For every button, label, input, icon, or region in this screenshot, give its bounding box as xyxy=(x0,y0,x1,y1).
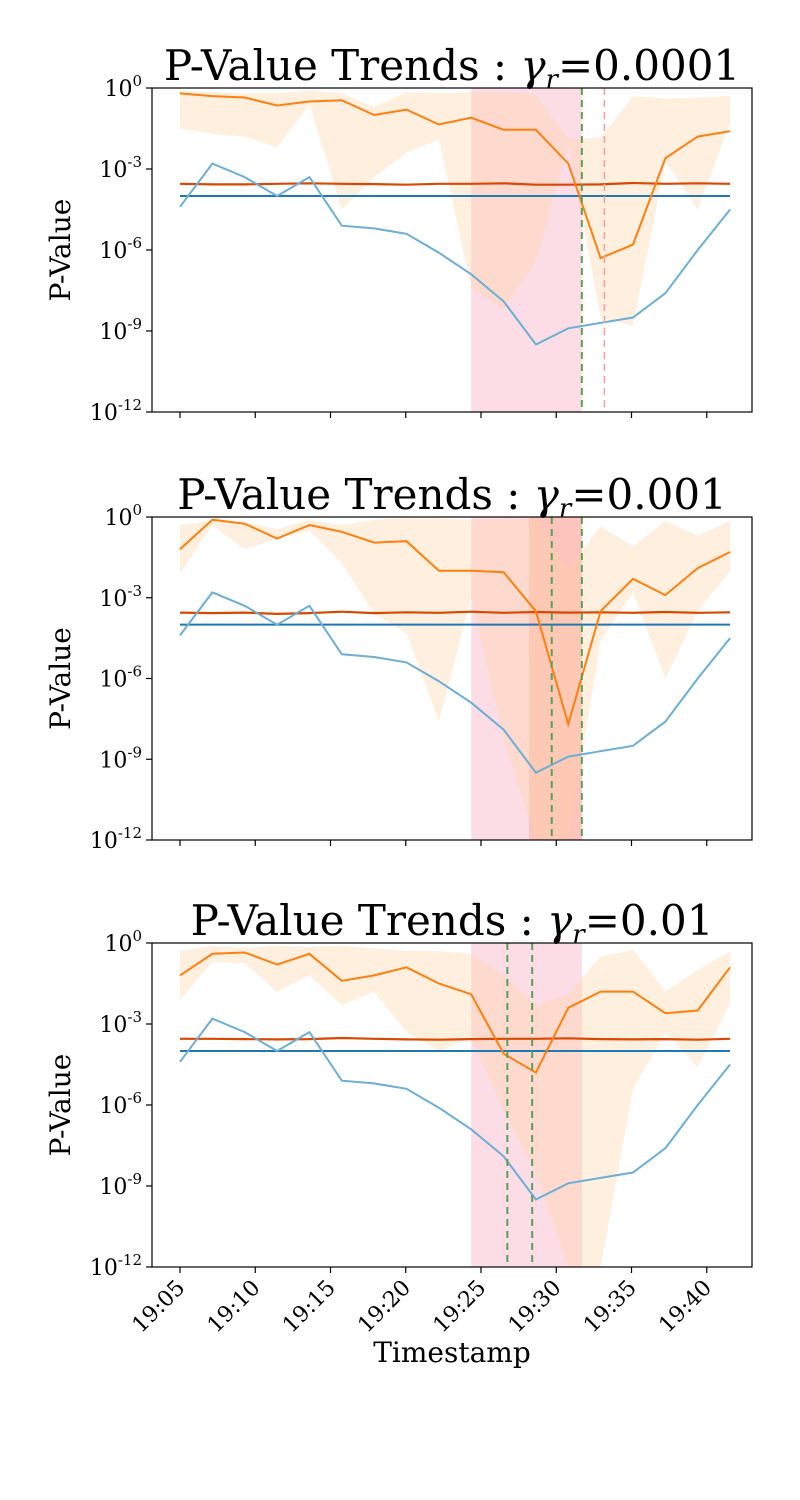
y-tick-label: 10-6 xyxy=(99,234,142,264)
panel-title: P-Value Trends : γr=0.0001 xyxy=(164,41,740,95)
x-tick-label: 19:30 xyxy=(504,1276,567,1339)
series-reference xyxy=(179,610,731,616)
series-reference xyxy=(179,181,731,186)
x-tick-label: 19:15 xyxy=(278,1276,341,1339)
y-axis-label: P-Value xyxy=(44,199,77,302)
confidence-band xyxy=(180,90,731,326)
x-tick-label: 19:40 xyxy=(654,1276,717,1339)
y-tick-label: 100 xyxy=(104,72,142,102)
panel-title: P-Value Trends : γr=0.001 xyxy=(177,470,727,524)
highlight-region xyxy=(471,943,582,1267)
series-orange xyxy=(179,951,731,1075)
x-tick-label: 19:25 xyxy=(429,1276,492,1339)
y-axis-label: P-Value xyxy=(44,627,77,730)
series-light-blue xyxy=(179,162,731,346)
y-tick-label: 10-12 xyxy=(90,1251,142,1281)
series-orange xyxy=(179,518,731,728)
panel-2: 100 10-3 10-6 10-9 10-12 P-Value P-Value Trend… xyxy=(44,470,753,854)
series-light-blue xyxy=(179,1017,731,1201)
series-orange xyxy=(179,92,731,260)
confidence-band xyxy=(180,945,731,1267)
x-tick-label: 19:35 xyxy=(579,1276,642,1339)
x-tick-label: 19:10 xyxy=(203,1276,266,1339)
y-tick-label: 10-12 xyxy=(90,396,142,426)
x-tick-label: 19:05 xyxy=(128,1276,191,1339)
x-axis-label: Timestamp xyxy=(373,1336,531,1369)
y-tick-label: 10-9 xyxy=(99,743,142,773)
y-tick-label: 10-9 xyxy=(99,1170,142,1200)
plot-area xyxy=(179,517,731,840)
y-tick-label: 10-3 xyxy=(99,153,142,183)
y-tick-label: 10-6 xyxy=(99,1089,142,1119)
panel-1: 100 10-3 10-6 10-9 10-12 P-Value P-Value Trend… xyxy=(44,41,753,426)
plot-area xyxy=(179,943,731,1267)
confidence-band xyxy=(180,518,731,840)
y-tick-label: 100 xyxy=(104,501,142,531)
series-reference xyxy=(180,1036,731,1041)
series-light-blue xyxy=(179,591,731,774)
panel-title: P-Value Trends : γr=0.01 xyxy=(191,896,714,950)
highlight-region xyxy=(471,88,582,412)
y-tick-label: 100 xyxy=(104,927,142,957)
y-tick-label: 10-3 xyxy=(99,582,142,612)
plot-area xyxy=(179,88,731,412)
y-tick-label: 10-9 xyxy=(99,315,142,345)
x-tick-label: 19:20 xyxy=(353,1276,416,1339)
y-tick-label: 10-3 xyxy=(99,1008,142,1038)
y-axis-label: P-Value xyxy=(44,1054,77,1157)
y-tick-label: 10-6 xyxy=(99,663,142,693)
y-tick-label: 10-12 xyxy=(90,824,142,854)
